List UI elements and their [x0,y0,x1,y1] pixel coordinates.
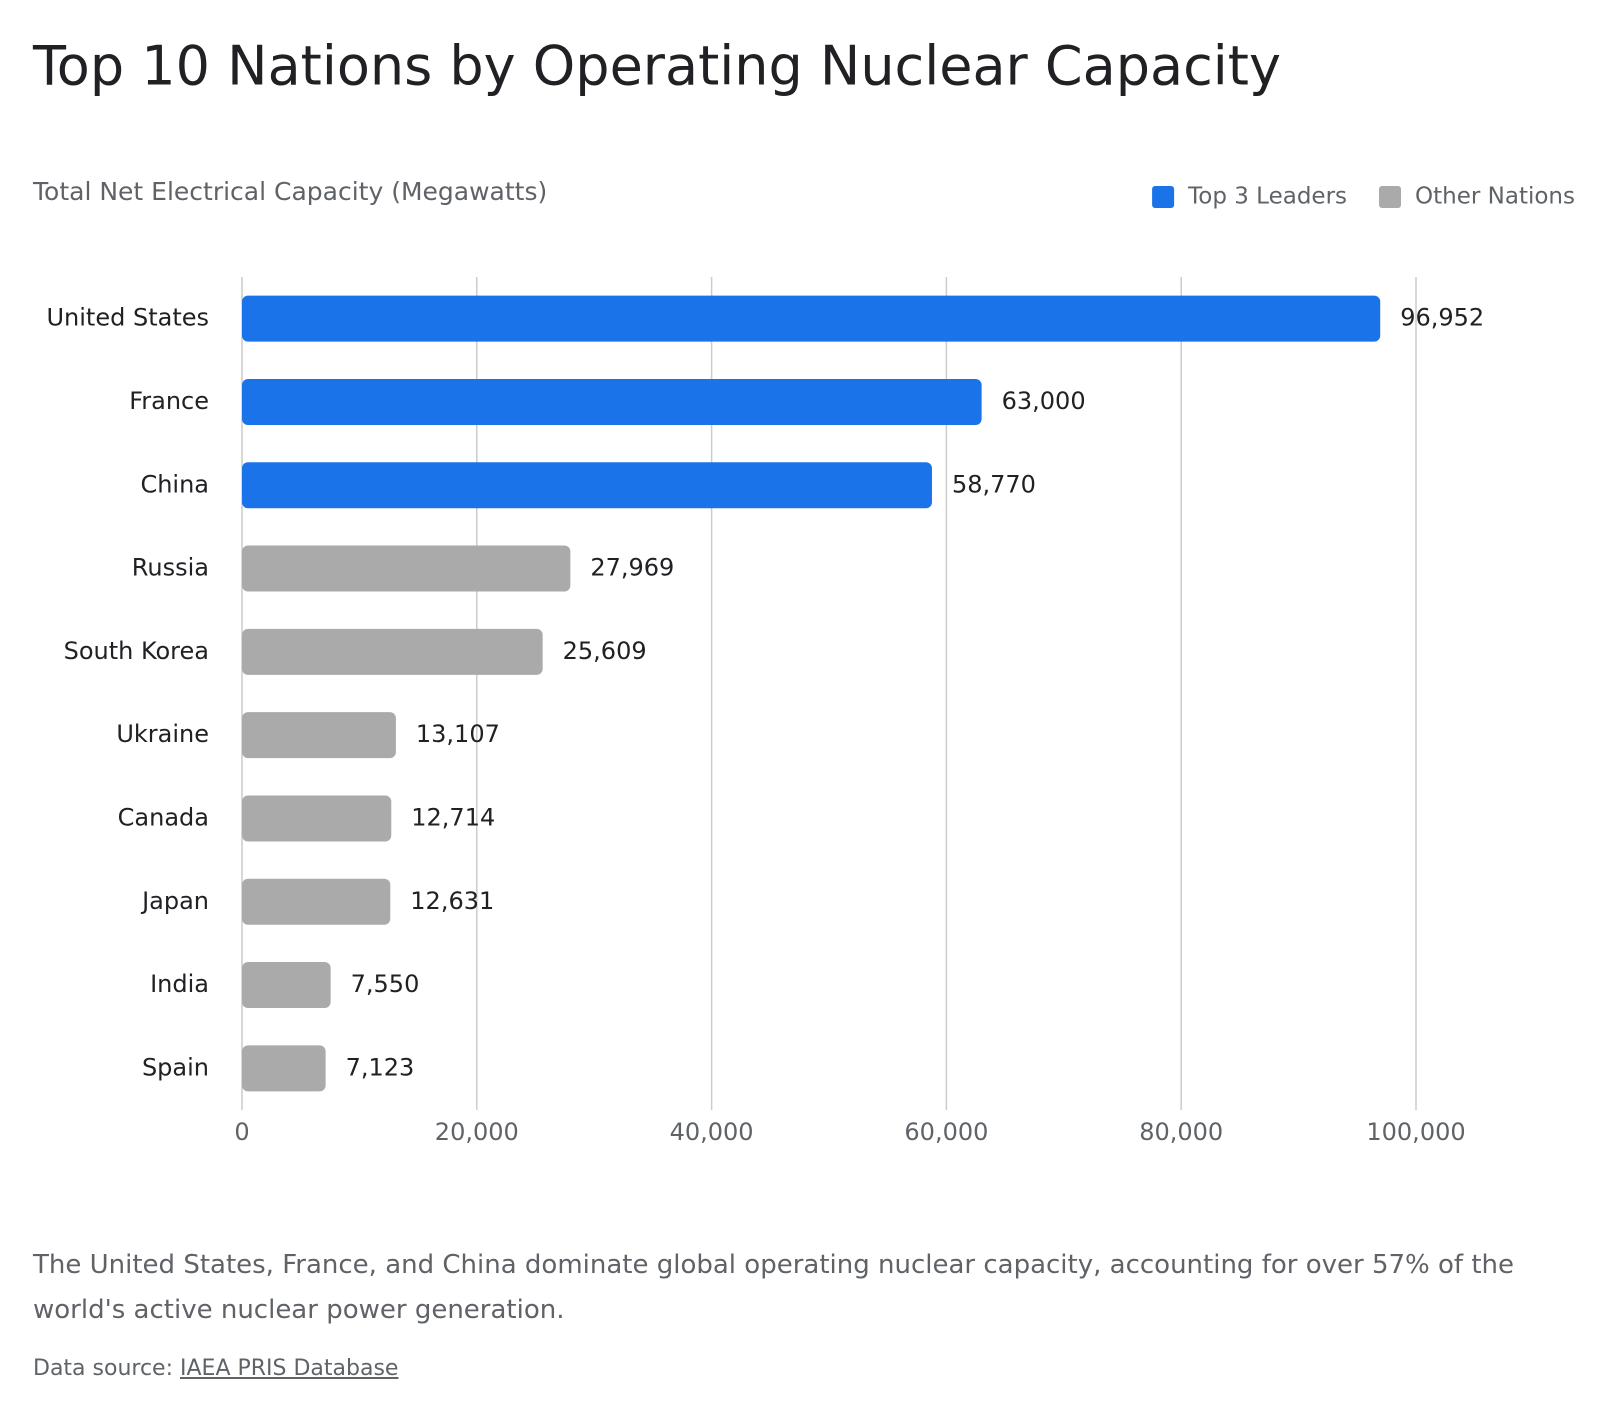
bar [242,545,571,592]
source: Data source: IAEA PRIS Database [33,1356,398,1381]
y-tick-label: India [150,970,209,998]
value-label: 63,000 [1002,387,1086,415]
x-tick-label: 100,000 [1366,1118,1465,1146]
bar [242,962,331,1009]
value-label: 13,107 [416,720,500,748]
legend-swatch [1152,186,1175,208]
x-tick-label: 20,000 [435,1118,519,1146]
value-label: 12,631 [410,887,494,915]
chart: Top 10 Nations by Operating Nuclear Capa… [32,35,1575,1146]
caption: The United States, France, and China dom… [33,1250,1514,1325]
y-tick-label: Spain [142,1053,209,1081]
bar [242,712,396,759]
source-link[interactable]: IAEA PRIS Database [180,1356,399,1381]
y-tick-label: China [140,470,209,498]
y-tick-label: Japan [140,887,209,915]
bar [242,295,1381,342]
bar [242,462,932,509]
value-label: 12,714 [411,803,495,831]
legend-swatch [1379,186,1402,208]
legend-label: Top 3 Leaders [1187,184,1347,210]
value-label: 7,123 [346,1053,415,1081]
x-tick-label: 60,000 [904,1118,988,1146]
value-label: 96,952 [1400,304,1484,332]
bar [242,795,392,842]
bar [242,628,543,675]
x-tick-label: 80,000 [1139,1118,1223,1146]
legend-label: Other Nations [1415,184,1575,210]
y-tick-label: South Korea [64,637,209,665]
y-tick-label: Ukraine [116,720,209,748]
y-tick-label: Canada [118,803,209,831]
source-label: Data source: [33,1356,173,1381]
x-tick-label: 0 [234,1118,249,1146]
chart-subtitle: Total Net Electrical Capacity (Megawatts… [32,177,547,206]
y-tick-label: United States [46,304,209,332]
x-tick-label: 40,000 [670,1118,754,1146]
value-label: 58,770 [952,470,1036,498]
value-label: 7,550 [351,970,420,998]
chart-title: Top 10 Nations by Operating Nuclear Capa… [32,35,1281,98]
bar [242,378,982,425]
value-label: 25,609 [563,637,647,665]
bar [242,1045,326,1092]
value-label: 27,969 [590,554,674,582]
y-tick-label: Russia [132,554,209,582]
bar [242,878,391,925]
y-tick-label: France [129,387,209,415]
